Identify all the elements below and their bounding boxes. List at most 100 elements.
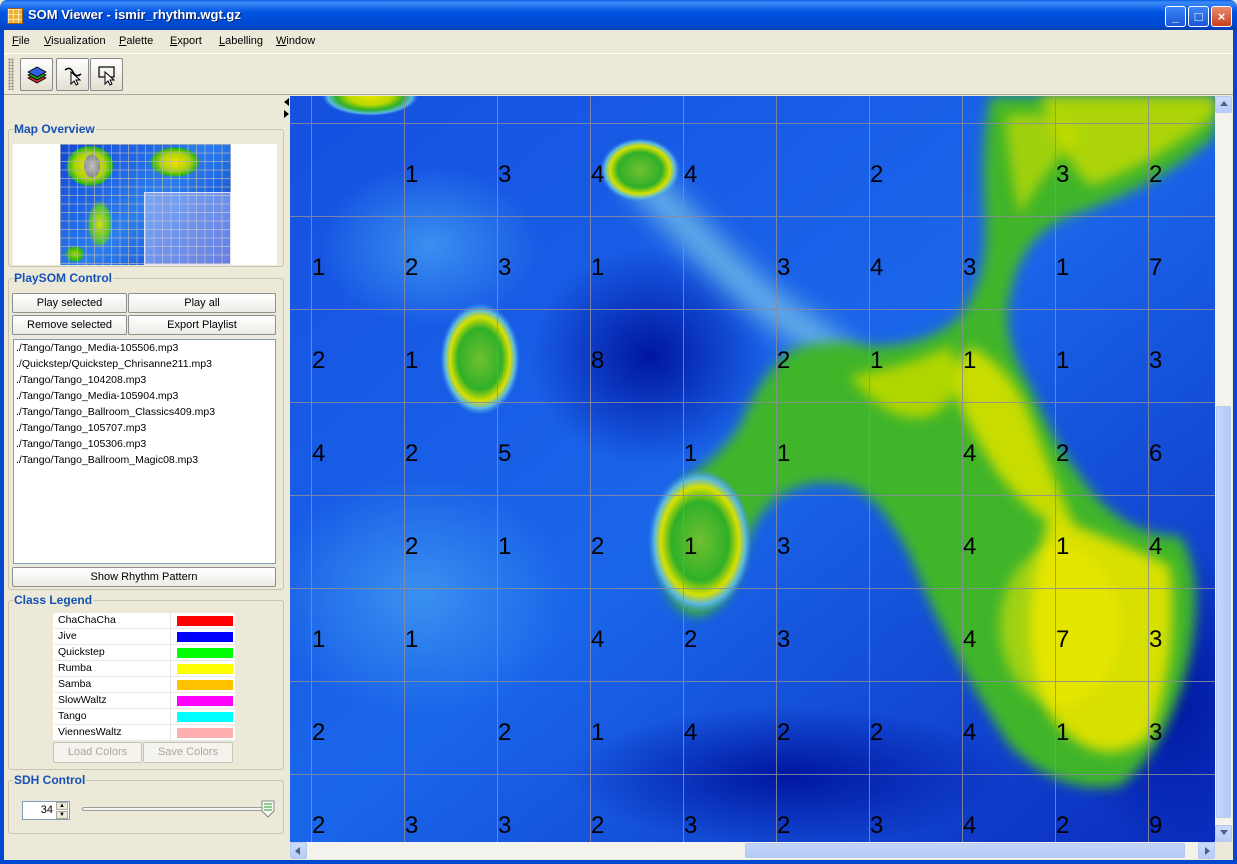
som-cell-label[interactable]: 1 — [591, 254, 605, 281]
overview-viewport-rect[interactable] — [144, 192, 231, 265]
expand-right-arrow[interactable] — [284, 110, 289, 118]
som-cell-label[interactable]: 4 — [591, 161, 605, 188]
som-cell-label[interactable]: 2 — [870, 161, 884, 188]
legend-color-swatch[interactable] — [177, 680, 233, 690]
som-cell-label[interactable]: 4 — [684, 161, 698, 188]
som-cell-label[interactable]: 2 — [312, 812, 326, 839]
som-cell-label[interactable]: 3 — [498, 254, 512, 281]
export-playlist-button[interactable]: Export Playlist — [128, 315, 276, 335]
som-cell-label[interactable]: 3 — [1149, 347, 1163, 374]
som-map-view[interactable]: 1 3 4 4 2 3 2 1 2 3 1 3 4 3 1 7 2 1 8 2 1 1 1 3 4 2 5 1 1 4 2 6 2 1 2 1 3 4 1 4… — [290, 96, 1215, 842]
playlist-item[interactable]: ./Tango/Tango_Ballroom_Magic08.mp3 — [16, 454, 199, 466]
playlist-item[interactable]: ./Tango/Tango_Media-105904.mp3 — [16, 390, 179, 402]
playlist-item[interactable]: ./Tango/Tango_105707.mp3 — [16, 422, 147, 434]
som-cell-label[interactable]: 4 — [963, 440, 977, 467]
scroll-up-button[interactable] — [1215, 96, 1232, 113]
scroll-left-button[interactable] — [290, 842, 307, 859]
collapse-left-arrow[interactable] — [284, 98, 289, 106]
som-cell-label[interactable]: 2 — [870, 719, 884, 746]
menu-export[interactable]: Export — [170, 35, 202, 47]
legend-color-swatch[interactable] — [177, 632, 233, 642]
som-cell-label[interactable]: 6 — [1149, 440, 1163, 467]
som-cell-label[interactable]: 2 — [312, 347, 326, 374]
panel-splitter[interactable] — [284, 96, 290, 860]
menu-window[interactable]: Window — [276, 35, 316, 47]
legend-color-swatch[interactable] — [177, 728, 233, 738]
map-overview-canvas[interactable] — [13, 144, 277, 265]
som-cell-label[interactable]: 4 — [312, 440, 326, 467]
som-cell-label[interactable]: 1 — [870, 347, 884, 374]
scroll-down-button[interactable] — [1215, 825, 1232, 842]
som-cell-label[interactable]: 3 — [777, 254, 791, 281]
playlist-item[interactable]: ./Tango/Tango_105306.mp3 — [16, 438, 147, 450]
menu-labelling[interactable]: Labelling — [219, 35, 264, 47]
sdh-value-spinner[interactable]: 34 ▲ ▼ — [22, 801, 70, 820]
legend-row[interactable]: Tango — [53, 709, 235, 725]
som-cell-label[interactable]: 2 — [1056, 812, 1070, 839]
som-cell-label[interactable]: 2 — [1056, 440, 1070, 467]
som-cell-label[interactable]: 3 — [684, 812, 698, 839]
menu-visualization[interactable]: Visualization — [44, 35, 106, 47]
som-cell-label[interactable]: 3 — [963, 254, 977, 281]
som-cell-label[interactable]: 1 — [684, 533, 698, 560]
horizontal-scroll-thumb[interactable] — [745, 843, 1185, 858]
playlist[interactable]: ./Tango/Tango_Media-105506.mp3 ./Quickst… — [13, 339, 276, 564]
legend-color-swatch[interactable] — [177, 712, 233, 722]
som-cell-label[interactable]: 1 — [405, 626, 419, 653]
menu-file[interactable]: File — [12, 35, 30, 47]
legend-row[interactable]: Samba — [53, 677, 235, 693]
som-cell-label[interactable]: 3 — [777, 626, 791, 653]
som-cell-label[interactable]: 2 — [498, 719, 512, 746]
som-cell-label[interactable]: 1 — [1056, 254, 1070, 281]
som-cell-label[interactable]: 4 — [870, 254, 884, 281]
toolbar-grip[interactable] — [8, 58, 14, 90]
som-cell-label[interactable]: 3 — [777, 533, 791, 560]
som-cell-label[interactable]: 1 — [1056, 719, 1070, 746]
som-cell-label[interactable]: 1 — [777, 440, 791, 467]
som-cell-label[interactable]: 2 — [777, 812, 791, 839]
som-cell-label[interactable]: 4 — [591, 626, 605, 653]
legend-color-swatch[interactable] — [177, 696, 233, 706]
som-cell-label[interactable]: 1 — [498, 533, 512, 560]
play-all-button[interactable]: Play all — [128, 293, 276, 313]
spin-up-button[interactable]: ▲ — [56, 802, 68, 810]
som-cell-label[interactable]: 1 — [405, 161, 419, 188]
som-cell-label[interactable]: 2 — [405, 533, 419, 560]
som-cell-label[interactable]: 2 — [591, 533, 605, 560]
layers-button[interactable] — [20, 58, 53, 91]
som-cell-label[interactable]: 1 — [591, 719, 605, 746]
legend-row[interactable]: Rumba — [53, 661, 235, 677]
som-cell-label[interactable]: 2 — [405, 440, 419, 467]
som-cell-label[interactable]: 1 — [1056, 347, 1070, 374]
som-cell-label[interactable]: 1 — [312, 626, 326, 653]
som-cell-label[interactable]: 7 — [1056, 626, 1070, 653]
som-cell-label[interactable]: 2 — [684, 626, 698, 653]
som-cell-label[interactable]: 4 — [1149, 533, 1163, 560]
som-cell-label[interactable]: 2 — [312, 719, 326, 746]
som-cell-label[interactable]: 8 — [591, 347, 605, 374]
legend-row[interactable]: ChaChaCha — [53, 613, 235, 629]
legend-color-swatch[interactable] — [177, 664, 233, 674]
legend-row[interactable]: SlowWaltz — [53, 693, 235, 709]
som-cell-label[interactable]: 1 — [963, 347, 977, 374]
vertical-scroll-thumb[interactable] — [1216, 406, 1231, 818]
som-cell-label[interactable]: 3 — [1149, 626, 1163, 653]
playlist-item[interactable]: ./Tango/Tango_Ballroom_Classics409.mp3 — [16, 406, 216, 418]
scroll-right-button[interactable] — [1198, 842, 1215, 859]
som-cell-label[interactable]: 1 — [684, 440, 698, 467]
som-cell-label[interactable]: 3 — [498, 161, 512, 188]
menu-palette[interactable]: Palette — [119, 35, 154, 47]
som-cell-label[interactable]: 3 — [498, 812, 512, 839]
remove-selected-button[interactable]: Remove selected — [12, 315, 127, 335]
show-rhythm-pattern-button[interactable]: Show Rhythm Pattern — [12, 567, 276, 587]
playlist-item[interactable]: ./Tango/Tango_Media-105506.mp3 — [16, 342, 179, 354]
som-cell-label[interactable]: 4 — [963, 719, 977, 746]
som-cell-label[interactable]: 3 — [1149, 719, 1163, 746]
legend-color-swatch[interactable] — [177, 648, 233, 658]
maximize-button[interactable]: □ — [1188, 6, 1209, 27]
minimize-button[interactable]: _ — [1165, 6, 1186, 27]
select-path-button[interactable] — [56, 58, 89, 91]
som-cell-label[interactable]: 4 — [963, 812, 977, 839]
som-cell-label[interactable]: 3 — [1056, 161, 1070, 188]
legend-row[interactable]: ViennesWaltz — [53, 725, 235, 741]
